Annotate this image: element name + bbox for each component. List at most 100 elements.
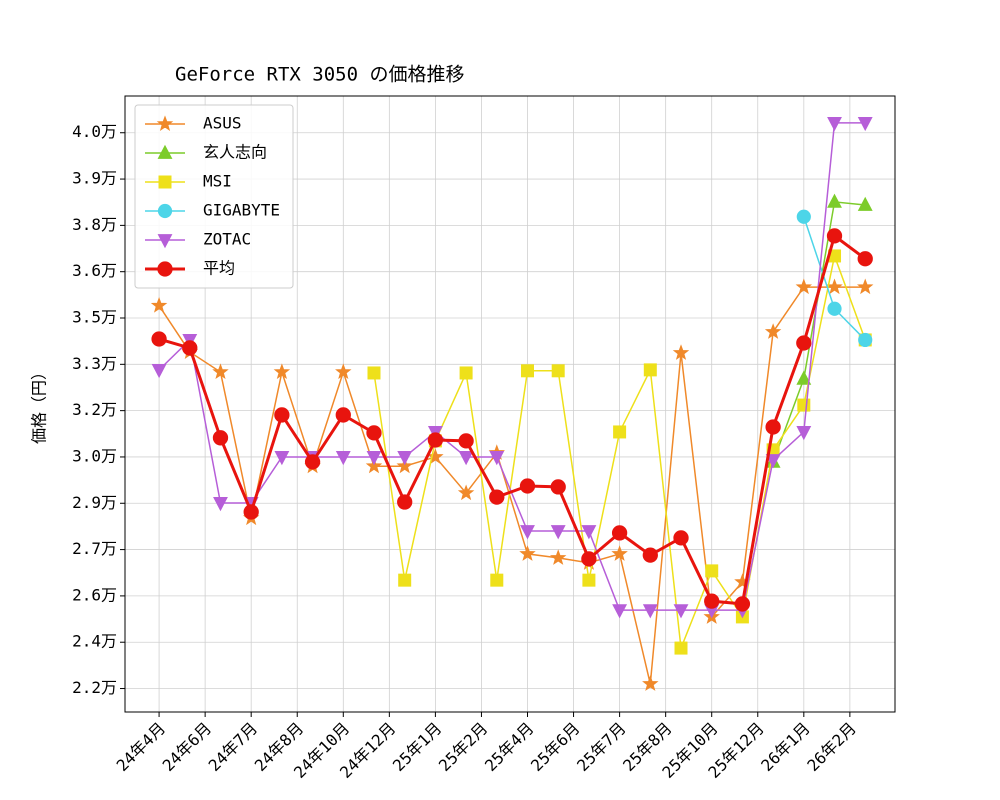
- marker: [274, 451, 290, 466]
- marker: [797, 398, 811, 412]
- marker: [397, 451, 413, 466]
- marker: [765, 454, 781, 469]
- marker: [643, 363, 657, 377]
- marker: [335, 451, 351, 466]
- marker: [335, 407, 351, 423]
- marker: [642, 604, 658, 619]
- marker: [642, 675, 659, 691]
- y-tick-label: 4.0万: [72, 122, 117, 141]
- marker: [459, 366, 473, 380]
- marker: [427, 448, 444, 464]
- marker: [827, 301, 842, 316]
- legend-box: [134, 104, 294, 289]
- marker: [858, 332, 873, 348]
- x-tick-label: 24年6月: [159, 719, 216, 776]
- marker: [549, 549, 567, 565]
- marker: [581, 525, 597, 540]
- marker: [673, 530, 689, 546]
- marker: [827, 193, 842, 208]
- marker: [304, 454, 321, 470]
- marker: [397, 494, 413, 510]
- marker: [273, 363, 291, 380]
- y-tick-label: 2.2万: [72, 678, 117, 697]
- y-tick-label: 2.7万: [72, 539, 117, 558]
- marker: [550, 479, 566, 495]
- marker: [796, 335, 812, 351]
- series-line: [158, 122, 866, 611]
- marker: [765, 419, 781, 435]
- marker: [674, 641, 688, 655]
- x-tick-label: 25年7月: [573, 719, 630, 776]
- marker: [182, 340, 198, 356]
- marker: [826, 278, 843, 295]
- marker: [796, 209, 811, 224]
- y-tick-label: 3.6万: [72, 261, 117, 280]
- marker: [213, 497, 228, 512]
- marker: [427, 432, 444, 448]
- marker: [489, 451, 505, 466]
- x-tick-label: 25年1月: [389, 719, 446, 776]
- marker: [612, 604, 628, 619]
- marker: [158, 175, 172, 189]
- marker: [551, 364, 565, 378]
- marker: [458, 451, 474, 466]
- marker: [795, 278, 813, 295]
- marker: [157, 203, 173, 219]
- marker: [611, 525, 628, 541]
- y-tick-label: 3.9万: [72, 169, 117, 188]
- marker: [519, 545, 536, 561]
- plot-frame: [124, 95, 896, 713]
- marker: [212, 363, 229, 380]
- marker: [704, 593, 720, 609]
- marker: [826, 228, 843, 244]
- chart-title: GeForce RTX 3050 の価格推移: [175, 64, 464, 86]
- x-tick-label: 24年4月: [113, 719, 170, 776]
- marker: [366, 451, 382, 466]
- marker: [489, 489, 505, 505]
- marker: [519, 478, 536, 494]
- y-tick-label: 3.5万: [72, 308, 117, 327]
- marker: [827, 116, 842, 132]
- x-tick-label: 25年6月: [527, 719, 584, 776]
- marker: [550, 525, 566, 540]
- y-tick-label: 2.6万: [72, 585, 117, 604]
- legend-label: 平均: [203, 259, 235, 278]
- marker: [157, 144, 173, 159]
- series-line: [158, 286, 866, 685]
- marker: [796, 426, 812, 441]
- marker: [520, 525, 535, 540]
- x-tick-label: 26年1月: [757, 719, 814, 776]
- marker: [457, 484, 475, 501]
- marker: [796, 370, 812, 385]
- y-axis-label: 価格（円）: [30, 364, 49, 444]
- y-tick-label: 2.9万: [72, 493, 117, 512]
- x-tick-label: 25年4月: [481, 719, 538, 776]
- marker: [856, 278, 874, 295]
- marker: [705, 564, 719, 578]
- marker: [734, 596, 751, 612]
- x-tick-label: 24年7月: [205, 719, 262, 776]
- marker: [490, 573, 504, 587]
- marker: [151, 331, 167, 347]
- marker: [243, 504, 259, 520]
- marker: [150, 297, 168, 313]
- marker: [581, 551, 597, 567]
- marker: [857, 196, 873, 211]
- y-tick-label: 2.4万: [72, 632, 117, 651]
- marker: [521, 364, 534, 378]
- marker: [857, 251, 873, 267]
- marker: [611, 545, 628, 561]
- marker: [367, 366, 381, 380]
- marker: [151, 363, 167, 379]
- x-tick-label: 26年2月: [803, 719, 860, 776]
- y-tick-label: 3.8万: [72, 215, 117, 234]
- legend-label: ASUS: [203, 114, 242, 133]
- marker: [335, 363, 352, 380]
- legend-label: MSI: [203, 172, 232, 191]
- legend-label: GIGABYTE: [203, 201, 280, 220]
- y-tick-label: 3.2万: [72, 400, 117, 419]
- marker: [613, 425, 627, 439]
- marker: [156, 115, 174, 131]
- marker: [212, 430, 229, 446]
